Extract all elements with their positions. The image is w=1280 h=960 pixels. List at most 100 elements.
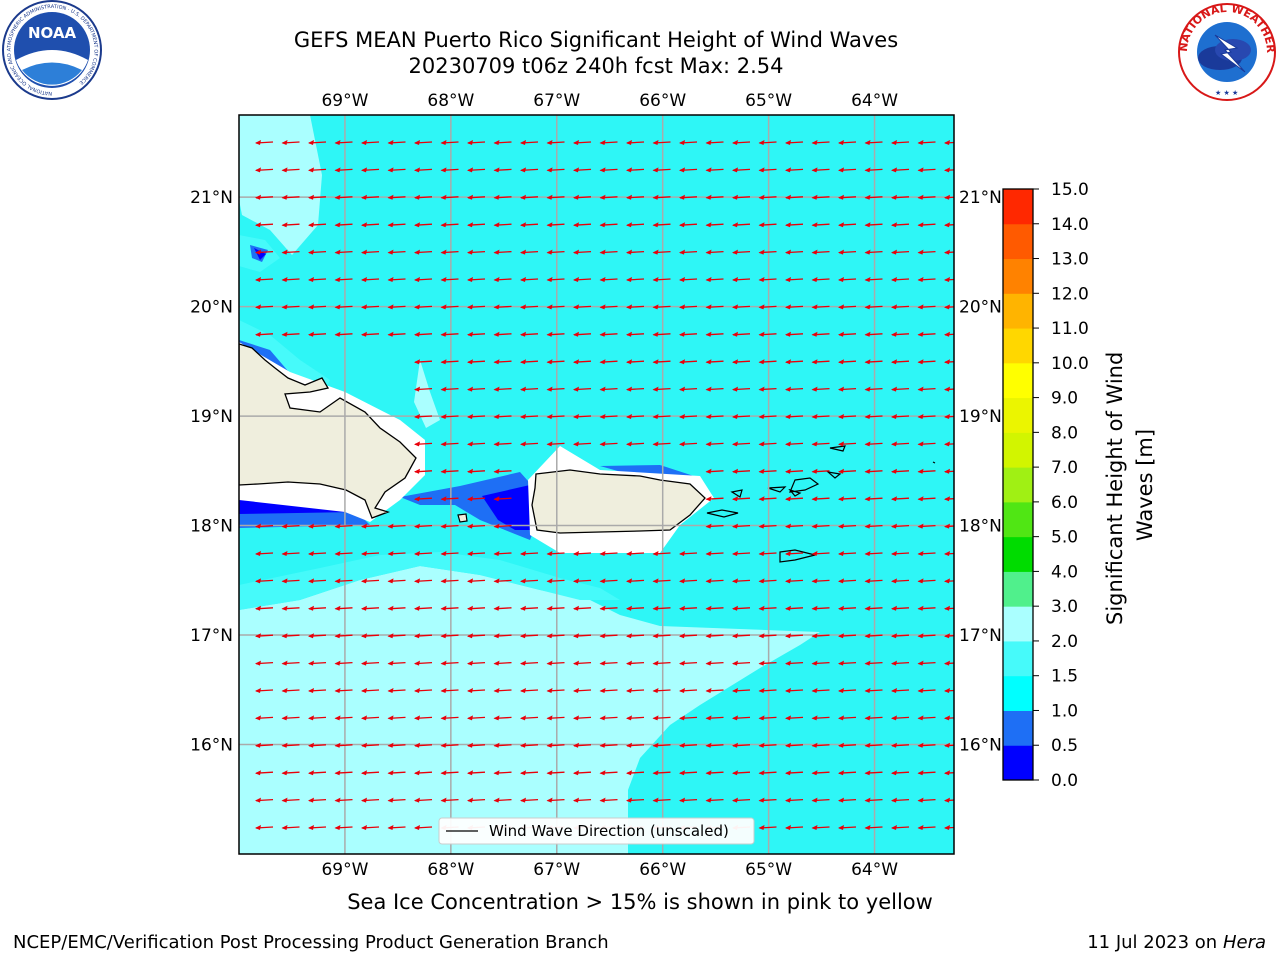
wave-arrow [705,249,724,255]
wave-arrow [864,688,883,693]
wave-arrow [811,249,830,255]
wave-arrow [758,715,777,721]
wave-arrow [573,688,592,693]
wave-arrow [652,331,671,337]
colorbar-tick-label: 8.0 [1051,423,1078,443]
wave-arrow [573,441,592,447]
wave-arrow [281,688,300,693]
wave-arrow [573,277,592,282]
wave-arrow [811,140,830,145]
wave-arrow [838,194,857,200]
wave-arrow [334,194,353,200]
wave-arrow [573,770,592,776]
wave-arrow [546,605,565,611]
wave-arrow [255,222,274,228]
noaa-logo: NOAA NATIONAL OCEANIC AND ATMOSPHERIC AD… [2,0,102,100]
wave-arrow [732,386,751,392]
wave-arrow [652,277,671,282]
wave-arrow [785,331,804,337]
wave-arrow [838,715,857,721]
wave-band-2-3 [239,115,322,255]
wave-arrow [546,359,565,365]
wave-arrow [281,825,300,830]
wave-arrow [891,414,910,419]
wave-arrow [758,167,777,173]
wave-arrow [758,304,777,310]
wave-arrow [493,359,512,365]
wave-arrow [599,359,618,365]
wave-arrow [546,140,565,145]
wave-arrow [520,140,539,145]
colorbar-tick-label: 11.0 [1051,319,1089,339]
wave-arrow [626,551,645,556]
wave-arrow [917,715,936,721]
wave-arrow [493,742,512,748]
wave-arrow [891,359,910,365]
wave-arrow [652,578,671,584]
wave-arrow [281,551,300,556]
wave-arrow [599,167,618,173]
wave-arrow [811,277,830,282]
wave-arrow [546,797,565,803]
wave-arrow [334,167,353,173]
wave-arrow [308,249,327,255]
wave-arrow [414,414,433,419]
wave-arrow [255,331,274,337]
wave-arrow [467,277,486,282]
wave-arrow [573,249,592,255]
wave-arrow [838,140,857,145]
wave-arrow [838,222,857,228]
lon-tick-bottom: 65°W [745,860,792,880]
wave-arrow [414,386,433,392]
wave-arrow [414,605,433,611]
wave-arrow [493,386,512,392]
wave-arrow [467,797,486,803]
wave-arrow [440,414,459,419]
footer-host: Hera [1222,932,1266,953]
wave-arrow [467,578,486,584]
wave-arrow [334,770,353,776]
wave-arrow [679,797,698,803]
wave-arrow [732,277,751,282]
wave-arrow [785,770,804,776]
wave-arrow [732,742,751,748]
wave-arrow [387,605,406,611]
wave-arrow [864,551,883,556]
wave-arrow [546,277,565,282]
wave-arrow [387,222,406,228]
wave-arrow [387,277,406,282]
wave-arrow [573,414,592,419]
wave-arrow [361,797,380,803]
wave-arrow [281,249,300,255]
wave-arrow [308,688,327,693]
wave-arrow [255,249,274,255]
chart-title: GEFS MEAN Puerto Rico Significant Height… [293,28,899,52]
svg-text:★ ★ ★: ★ ★ ★ [1215,89,1238,97]
wave-arrow [599,605,618,611]
wave-arrow [811,797,830,803]
wave-arrow [758,523,777,529]
wave-arrow [493,414,512,419]
wave-arrow [864,414,883,419]
wave-arrow [838,770,857,776]
wave-arrow [281,797,300,803]
wave-arrow [679,359,698,365]
wave-arrow [520,605,539,611]
wave-arrow [334,523,353,529]
wave-arrow [917,742,936,748]
wave-arrow [732,304,751,310]
wave-arrow [864,194,883,200]
wave-arrow [467,249,486,255]
wave-arrow [626,140,645,145]
wave-arrow [652,441,671,447]
wave-arrow [308,660,327,666]
wave-arrow [546,331,565,337]
colorbar-tick-label: 2.0 [1051,632,1078,652]
wave-arrow [599,414,618,419]
wave-arrow [440,633,459,639]
lat-tick-left: 16°N [190,736,233,756]
legend-label: Wind Wave Direction (unscaled) [489,822,729,840]
wave-arrow [705,523,724,529]
wave-arrow [573,660,592,666]
wave-arrow [414,523,433,529]
